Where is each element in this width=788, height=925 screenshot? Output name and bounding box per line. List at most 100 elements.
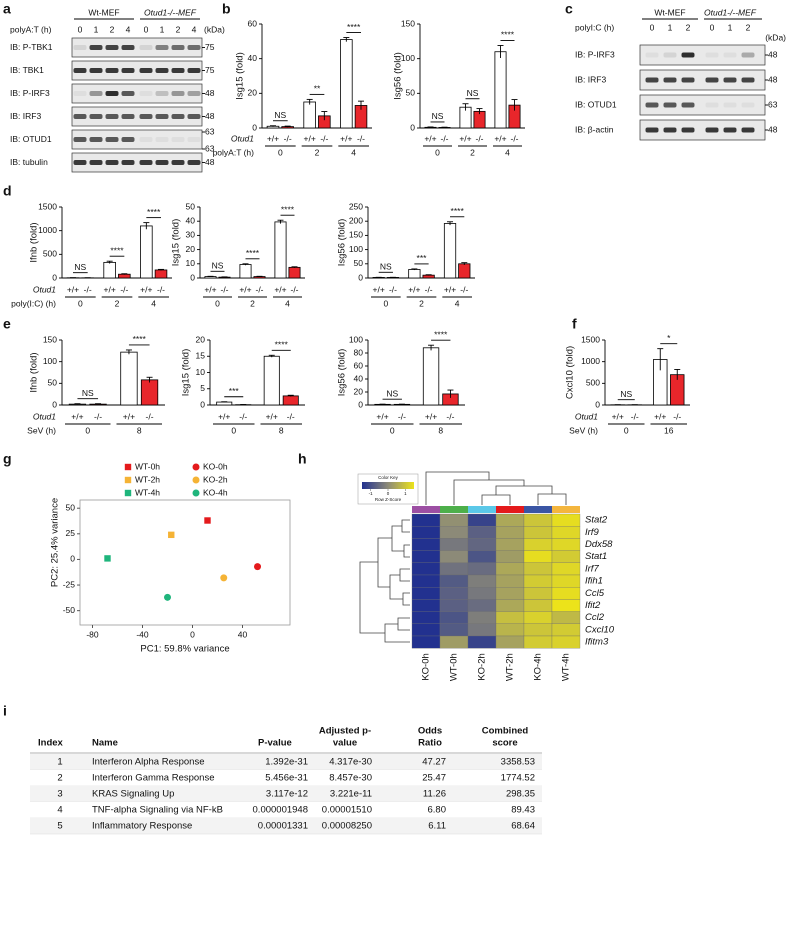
table-cell: 6.11 — [428, 821, 446, 832]
group-label: 0 — [383, 298, 388, 308]
lane-label: 1 — [160, 24, 165, 34]
table-header: Adjusted p- — [319, 726, 371, 737]
column-color-bar — [468, 506, 496, 513]
heat-cell — [439, 550, 469, 563]
heat-cell — [551, 623, 581, 637]
blot-band — [187, 137, 201, 142]
lane-label: 0 — [710, 22, 715, 32]
table-cell: 3358.53 — [501, 757, 535, 768]
table-cell: 25.47 — [422, 773, 446, 784]
y-axis-label: Ifnb (fold) — [29, 222, 40, 262]
heat-cell — [467, 611, 497, 624]
blot-band — [155, 114, 169, 119]
genotype-label: -/- — [460, 284, 468, 294]
blot-band — [645, 52, 659, 58]
y-tick-label: 50 — [66, 502, 76, 512]
genotype-label: -/- — [398, 411, 406, 421]
significance-label: **** — [246, 248, 260, 258]
blot-band — [741, 102, 755, 108]
column-color-bar — [440, 506, 468, 513]
genotype-label: +/+ — [494, 133, 506, 143]
blot-band — [105, 137, 119, 142]
significance-label: NS — [386, 388, 398, 398]
y-tick-label: 40 — [248, 53, 258, 63]
group-label: 4 — [151, 298, 156, 308]
y-axis-label: Isg15 (fold) — [171, 219, 182, 267]
row-gene-label: Ccl5 — [585, 588, 605, 599]
table-cell: 1774.52 — [501, 773, 535, 784]
heat-cell — [439, 599, 469, 612]
y-tick-label: 100 — [43, 356, 57, 366]
significance-label: NS — [620, 389, 632, 399]
genotype-label: -/- — [446, 411, 454, 421]
heat-cell — [523, 562, 553, 576]
table-cell: 47.27 — [422, 757, 446, 768]
bar — [140, 379, 159, 406]
heat-cell — [411, 562, 441, 576]
lane-label: 0 — [144, 24, 149, 34]
group-label: 2 — [419, 298, 424, 308]
y-tick-label: 1000 — [38, 225, 57, 235]
genotype-label: +/+ — [340, 133, 352, 143]
panel-label: f — [572, 316, 577, 332]
significance-label: NS — [74, 262, 86, 272]
marker-label: 48 — [205, 88, 215, 98]
heat-cell — [551, 526, 581, 539]
blot-band — [663, 102, 677, 108]
bar — [408, 269, 421, 279]
y-tick-label: 80 — [354, 347, 364, 357]
genotype-label: +/+ — [444, 284, 456, 294]
blot-band — [105, 91, 119, 96]
y-tick-label: 500 — [586, 378, 600, 388]
y-tick-label: 0 — [358, 272, 363, 282]
column-color-bar — [496, 506, 524, 513]
bar — [120, 351, 138, 406]
genotype-label: +/+ — [204, 284, 216, 294]
heat-cell — [439, 611, 469, 624]
y-tick-label: 15 — [196, 351, 206, 361]
table-row-background — [30, 802, 542, 818]
blot-band — [155, 68, 169, 73]
significance-label: *** — [417, 253, 428, 263]
heat-cell — [523, 587, 553, 600]
lane-label: 4 — [192, 24, 197, 34]
heat-cell — [495, 623, 525, 637]
column-label: WT-4h — [561, 653, 572, 681]
blot-band — [139, 68, 153, 73]
group-label: 0 — [624, 425, 629, 435]
blot-band — [105, 160, 119, 165]
table-cell: TNF-alpha Signaling via NF-kB — [92, 805, 223, 816]
row-gene-label: Ifitm3 — [585, 637, 609, 648]
blot-band — [171, 45, 185, 50]
heat-cell — [467, 623, 497, 637]
heat-cell — [523, 599, 553, 612]
group-label: 0 — [231, 425, 236, 435]
x-axis-label: PC1: 59.8% variance — [140, 644, 229, 655]
significance-label: * — [667, 333, 671, 343]
blot-row-label: IB: TBK1 — [10, 65, 44, 75]
column-color-bar — [412, 506, 440, 513]
y-axis-label: Cxcl10 (fold) — [565, 346, 576, 399]
y-tick-label: 0 — [410, 122, 415, 132]
group-label: 4 — [285, 298, 290, 308]
bar — [118, 273, 131, 279]
blot-frame — [71, 129, 203, 150]
table-cell: 0.00008250 — [322, 821, 372, 832]
row-gene-label: Ccl2 — [585, 612, 605, 623]
blot-band — [73, 114, 87, 119]
group-label: 4 — [505, 147, 510, 157]
blot-row-label: IB: IRF3 — [10, 111, 41, 121]
blot-band — [139, 45, 153, 50]
table-row-background — [30, 754, 542, 770]
marker-label: 75 — [205, 65, 215, 75]
row-label: Otud1 — [33, 284, 56, 294]
y-tick-label: 20 — [354, 386, 364, 396]
treatment-label: polyI:C (h) — [575, 22, 614, 32]
x-tick-label: 0 — [190, 629, 195, 639]
blot-row-label: IB: tubulin — [10, 157, 48, 167]
lane-label: 2 — [686, 22, 691, 32]
significance-label: **** — [347, 22, 361, 32]
bar — [216, 401, 233, 406]
heat-cell — [523, 611, 553, 624]
blot-band — [705, 77, 719, 83]
